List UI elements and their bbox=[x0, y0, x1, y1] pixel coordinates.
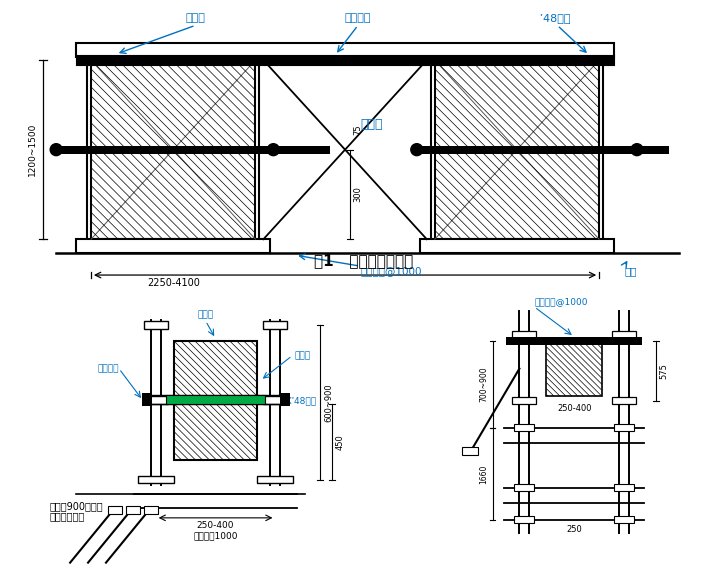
Bar bbox=[76, 43, 614, 57]
Bar bbox=[76, 239, 270, 253]
Bar bbox=[420, 239, 614, 253]
Text: 水平拖杆: 水平拖杆 bbox=[345, 13, 371, 23]
Text: 钢模板: 钢模板 bbox=[197, 311, 214, 320]
Text: 600~900: 600~900 bbox=[324, 383, 333, 422]
Text: ҆48钢管: ҆48钢管 bbox=[544, 13, 571, 23]
Bar bbox=[108, 506, 122, 514]
Bar bbox=[138, 476, 174, 483]
Bar bbox=[415, 146, 669, 154]
Text: 对穿螺栓@1000: 对穿螺栓@1000 bbox=[534, 297, 587, 306]
Bar bbox=[144, 395, 288, 405]
Bar bbox=[258, 476, 293, 483]
Bar bbox=[515, 516, 534, 523]
Text: 钢模板: 钢模板 bbox=[186, 13, 205, 23]
Text: 575: 575 bbox=[660, 363, 669, 379]
Bar bbox=[513, 397, 537, 405]
Text: 250-400: 250-400 bbox=[557, 405, 591, 414]
Text: 垫层: 垫层 bbox=[624, 266, 636, 276]
Text: 剪刀撑: 剪刀撑 bbox=[360, 118, 382, 131]
Bar bbox=[513, 331, 537, 338]
Circle shape bbox=[50, 144, 62, 156]
Bar bbox=[144, 506, 158, 514]
Text: 700~900: 700~900 bbox=[480, 366, 488, 402]
Bar bbox=[91, 60, 256, 239]
Bar bbox=[614, 424, 634, 431]
Bar bbox=[507, 337, 642, 345]
Bar bbox=[264, 321, 288, 329]
Bar bbox=[612, 331, 636, 338]
Bar bbox=[144, 397, 167, 405]
Text: 250: 250 bbox=[566, 525, 582, 534]
Text: 300: 300 bbox=[353, 187, 362, 203]
Bar bbox=[142, 394, 152, 406]
Text: 排架间距1000: 排架间距1000 bbox=[194, 532, 238, 541]
Bar bbox=[435, 60, 599, 239]
Circle shape bbox=[631, 144, 643, 156]
Text: 1660: 1660 bbox=[480, 464, 488, 484]
Text: 250-400: 250-400 bbox=[197, 521, 234, 530]
Circle shape bbox=[267, 144, 280, 156]
Bar bbox=[614, 516, 634, 523]
Bar bbox=[546, 341, 602, 397]
Text: 图1   基础承台模板图: 图1 基础承台模板图 bbox=[314, 254, 414, 269]
Bar bbox=[144, 321, 167, 329]
Text: ҆48钢管: ҆48钢管 bbox=[294, 396, 317, 405]
Text: 说明：900以上梁: 说明：900以上梁 bbox=[50, 501, 103, 511]
Bar bbox=[515, 484, 534, 491]
Bar bbox=[612, 397, 636, 405]
Text: 用对穿螺栓。: 用对穿螺栓。 bbox=[50, 511, 84, 521]
Bar bbox=[264, 397, 288, 405]
Bar bbox=[614, 484, 634, 491]
Bar bbox=[462, 447, 478, 455]
Text: 450: 450 bbox=[336, 434, 345, 450]
Text: 75: 75 bbox=[353, 125, 362, 135]
Bar bbox=[515, 424, 534, 431]
Bar bbox=[166, 395, 266, 405]
Circle shape bbox=[411, 144, 423, 156]
Text: 1200~1500: 1200~1500 bbox=[28, 123, 37, 176]
Text: 2250-4100: 2250-4100 bbox=[147, 278, 199, 288]
Bar bbox=[126, 506, 140, 514]
Bar bbox=[174, 341, 258, 460]
Text: 塑料管: 塑料管 bbox=[294, 351, 310, 360]
Text: 对穿螺栓@1000: 对穿螺栓@1000 bbox=[360, 266, 422, 276]
Text: 对穿螺栓: 对穿螺栓 bbox=[98, 364, 119, 373]
Bar bbox=[280, 394, 290, 406]
Bar bbox=[56, 146, 330, 154]
